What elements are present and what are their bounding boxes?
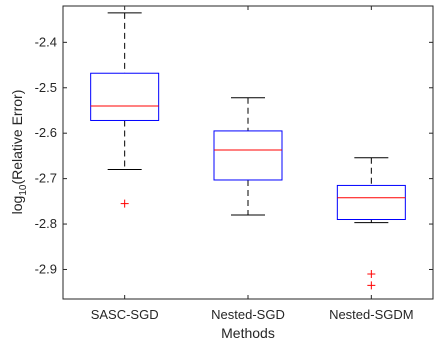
- y-axis-title-suffix: (Relative Error): [9, 90, 25, 185]
- boxes-layer: [90, 12, 406, 290]
- ticks-layer: -2.9 -2.8 -2.7 -2.6 -2.5 -2.4 SASC-SGD Nested-S…: [35, 6, 433, 322]
- y-tick-label: -2.4: [35, 34, 57, 49]
- box-body: [336, 184, 406, 221]
- outlier-marker: [367, 281, 376, 290]
- y-tick-label: -2.6: [35, 125, 57, 140]
- y-axis-title-subscript: 10: [18, 184, 29, 196]
- box-3: [336, 157, 406, 290]
- y-tick-label: -2.8: [35, 216, 57, 231]
- x-tick-label: Nested-SGD: [211, 307, 285, 322]
- y-tick-label: -2.9: [35, 261, 57, 276]
- box-2: [213, 97, 283, 216]
- x-tick-label: SASC-SGD: [91, 307, 159, 322]
- x-tick-label: Nested-SGDM: [329, 307, 414, 322]
- y-axis-title: log10(Relative Error): [9, 90, 29, 215]
- y-tick-label: -2.5: [35, 80, 57, 95]
- box-body: [90, 72, 160, 121]
- plot-area: [62, 5, 434, 300]
- box-1: [90, 12, 160, 208]
- outlier-marker: [367, 270, 376, 279]
- x-axis-title: Methods: [221, 325, 275, 341]
- y-tick-label: -2.7: [35, 171, 57, 186]
- box-body: [213, 130, 283, 181]
- outlier-marker: [120, 199, 129, 208]
- y-axis-title-prefix: log: [9, 196, 25, 215]
